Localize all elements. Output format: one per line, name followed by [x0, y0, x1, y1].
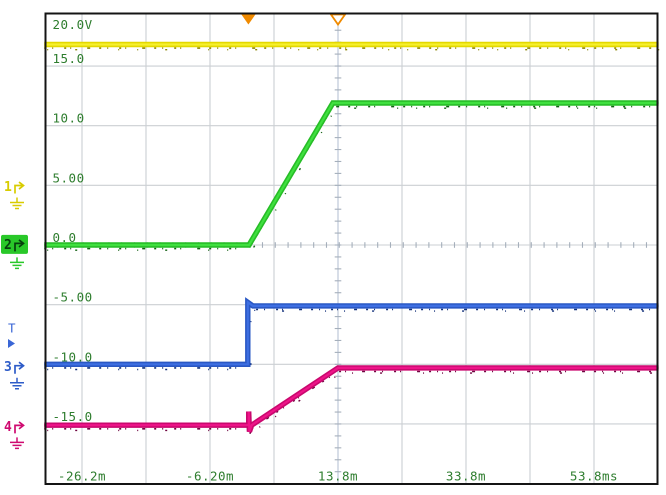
- trace-ch1-yellow: [44, 41, 662, 51]
- trigger-position-solid-triangle-icon: [241, 14, 256, 25]
- x-axis-label: -6.20m: [186, 469, 234, 484]
- trigger-level-marker: T: [8, 321, 16, 348]
- trace-ch2-green: [44, 100, 662, 251]
- ground-symbol-icon: [10, 257, 24, 270]
- y-axis-label: -5.00: [53, 290, 93, 305]
- channel-2-marker: 2: [1, 234, 28, 270]
- y-axis-label: 15.0: [53, 51, 85, 66]
- channel-number-label: 2: [4, 238, 12, 253]
- graticule-border: [44, 12, 659, 485]
- channel-position-arrow-icon: [14, 421, 25, 434]
- channel-number-label: 4: [4, 420, 12, 435]
- trigger-level-arrow-icon: [8, 338, 15, 348]
- trace-core: [44, 300, 659, 366]
- trace-core: [44, 101, 659, 247]
- trace-ch4-magenta: [44, 365, 662, 438]
- ground-symbol-icon: [10, 437, 24, 450]
- channel-number-label: 3: [4, 360, 12, 375]
- x-axis-label: 33.8m: [446, 469, 486, 484]
- channel-position-arrow-icon: [14, 361, 25, 374]
- y-axis-label: 0.0: [53, 230, 77, 245]
- channel-4-marker: 4: [4, 420, 25, 450]
- x-axis-label: -26.2m: [58, 469, 106, 484]
- ground-symbol-icon: [10, 377, 24, 390]
- x-axis-label: 53.8ms: [570, 469, 618, 484]
- y-axis-label: -15.0: [53, 409, 93, 424]
- channel-position-arrow-icon: [14, 181, 25, 194]
- channel-position-arrow-icon: [14, 239, 25, 252]
- y-axis-label: 10.0: [53, 111, 85, 126]
- x-axis-label: 13.8m: [318, 469, 358, 484]
- trigger-label: T: [8, 321, 16, 336]
- channel-3-marker: 3: [4, 360, 25, 390]
- trace-core: [44, 366, 659, 433]
- ground-symbol-icon: [10, 197, 24, 210]
- channel-1-marker: 1: [4, 180, 25, 210]
- y-axis-label: -10.0: [53, 349, 93, 364]
- channel-number-label: 1: [4, 180, 12, 195]
- trace-ch3-blue: [44, 297, 662, 371]
- y-axis-label: 5.00: [53, 170, 85, 185]
- graticule-background: [45, 13, 658, 484]
- y-axis-label: 20.0V: [53, 17, 93, 32]
